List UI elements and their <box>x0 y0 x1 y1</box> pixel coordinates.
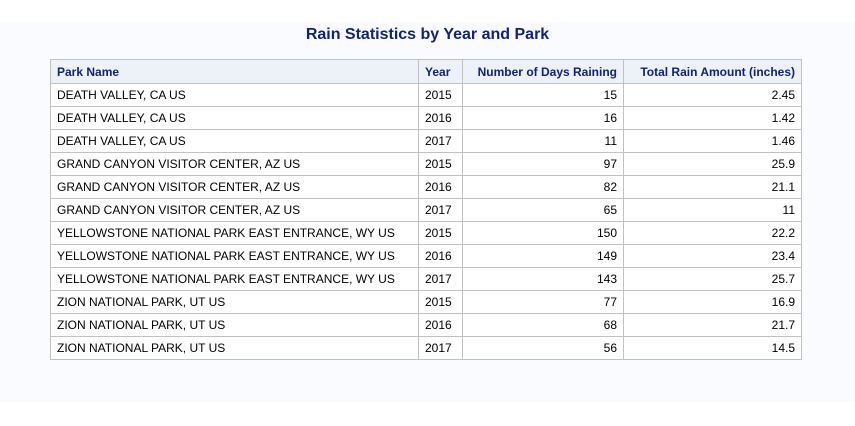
table-cell: 11 <box>462 129 624 153</box>
table-row: GRAND CANYON VISITOR CENTER, AZ US 2017 65… <box>50 198 802 222</box>
table-cell: 1.46 <box>623 129 802 153</box>
table-cell: 14.5 <box>623 336 802 360</box>
table-cell: 25.9 <box>623 152 802 176</box>
table-cell: DEATH VALLEY, CA US <box>50 106 419 130</box>
table-cell: DEATH VALLEY, CA US <box>50 129 419 153</box>
table-cell: 149 <box>462 244 624 268</box>
table-cell: 16 <box>462 106 624 130</box>
table-cell: ZION NATIONAL PARK, UT US <box>50 336 419 360</box>
report-title: Rain Statistics by Year and Park <box>305 26 550 43</box>
table-cell: 2017 <box>418 336 463 360</box>
table-row: YELLOWSTONE NATIONAL PARK EAST ENTRANCE,… <box>50 267 802 291</box>
table-body: DEATH VALLEY, CA US 2015 15 2.45 DEATH VALLE… <box>50 83 802 360</box>
column-header: Park Name <box>50 59 419 84</box>
report-panel: Rain Statistics by Year and Park Park Na… <box>0 22 855 402</box>
table-row: ZION NATIONAL PARK, UT US 2016 68 21.7 <box>50 313 802 337</box>
table-cell: 2017 <box>418 198 463 222</box>
table-cell: 56 <box>462 336 624 360</box>
table-cell: 2016 <box>418 313 463 337</box>
table-cell: 2015 <box>418 290 463 314</box>
table-cell: 21.7 <box>623 313 802 337</box>
table-cell: 2015 <box>418 152 463 176</box>
table-cell: 82 <box>462 175 624 199</box>
table-cell: YELLOWSTONE NATIONAL PARK EAST ENTRANCE,… <box>50 221 419 245</box>
table-row: YELLOWSTONE NATIONAL PARK EAST ENTRANCE,… <box>50 244 802 268</box>
table-cell: YELLOWSTONE NATIONAL PARK EAST ENTRANCE,… <box>50 267 419 291</box>
header-row: Park Name Year Number of Days Raining Total… <box>50 59 802 84</box>
table-cell: 25.7 <box>623 267 802 291</box>
table-cell: 143 <box>462 267 624 291</box>
rain-table: Park Name Year Number of Days Raining Total… <box>50 59 802 360</box>
column-header: Total Rain Amount (inches) <box>623 59 802 84</box>
table-cell: 1.42 <box>623 106 802 130</box>
table-row: GRAND CANYON VISITOR CENTER, AZ US 2016 82… <box>50 175 802 199</box>
table-cell: 77 <box>462 290 624 314</box>
table-cell: 11 <box>623 198 802 222</box>
table-row: DEATH VALLEY, CA US 2015 15 2.45 <box>50 83 802 107</box>
table-cell: ZION NATIONAL PARK, UT US <box>50 290 419 314</box>
table-cell: 150 <box>462 221 624 245</box>
table-row: ZION NATIONAL PARK, UT US 2017 56 14.5 <box>50 336 802 360</box>
column-header: Number of Days Raining <box>462 59 624 84</box>
table-cell: 68 <box>462 313 624 337</box>
table-cell: GRAND CANYON VISITOR CENTER, AZ US <box>50 152 419 176</box>
table-cell: 65 <box>462 198 624 222</box>
table-cell: 2017 <box>418 129 463 153</box>
table-cell: 21.1 <box>623 175 802 199</box>
column-header: Year <box>418 59 463 84</box>
table-cell: DEATH VALLEY, CA US <box>50 83 419 107</box>
table-cell: 97 <box>462 152 624 176</box>
table-cell: 22.2 <box>623 221 802 245</box>
table-cell: 15 <box>462 83 624 107</box>
table-row: DEATH VALLEY, CA US 2017 11 1.46 <box>50 129 802 153</box>
table-cell: 2016 <box>418 244 463 268</box>
table-cell: 2016 <box>418 106 463 130</box>
table-cell: YELLOWSTONE NATIONAL PARK EAST ENTRANCE,… <box>50 244 419 268</box>
table-row: YELLOWSTONE NATIONAL PARK EAST ENTRANCE,… <box>50 221 802 245</box>
table-cell: 2015 <box>418 83 463 107</box>
table-cell: 2017 <box>418 267 463 291</box>
table-cell: ZION NATIONAL PARK, UT US <box>50 313 419 337</box>
table-cell: 16.9 <box>623 290 802 314</box>
table-row: DEATH VALLEY, CA US 2016 16 1.42 <box>50 106 802 130</box>
table-cell: 23.4 <box>623 244 802 268</box>
table-cell: GRAND CANYON VISITOR CENTER, AZ US <box>50 198 419 222</box>
table-cell: 2016 <box>418 175 463 199</box>
table-cell: 2.45 <box>623 83 802 107</box>
table-cell: GRAND CANYON VISITOR CENTER, AZ US <box>50 175 419 199</box>
table-row: ZION NATIONAL PARK, UT US 2015 77 16.9 <box>50 290 802 314</box>
table-row: GRAND CANYON VISITOR CENTER, AZ US 2015 97… <box>50 152 802 176</box>
table-cell: 2015 <box>418 221 463 245</box>
